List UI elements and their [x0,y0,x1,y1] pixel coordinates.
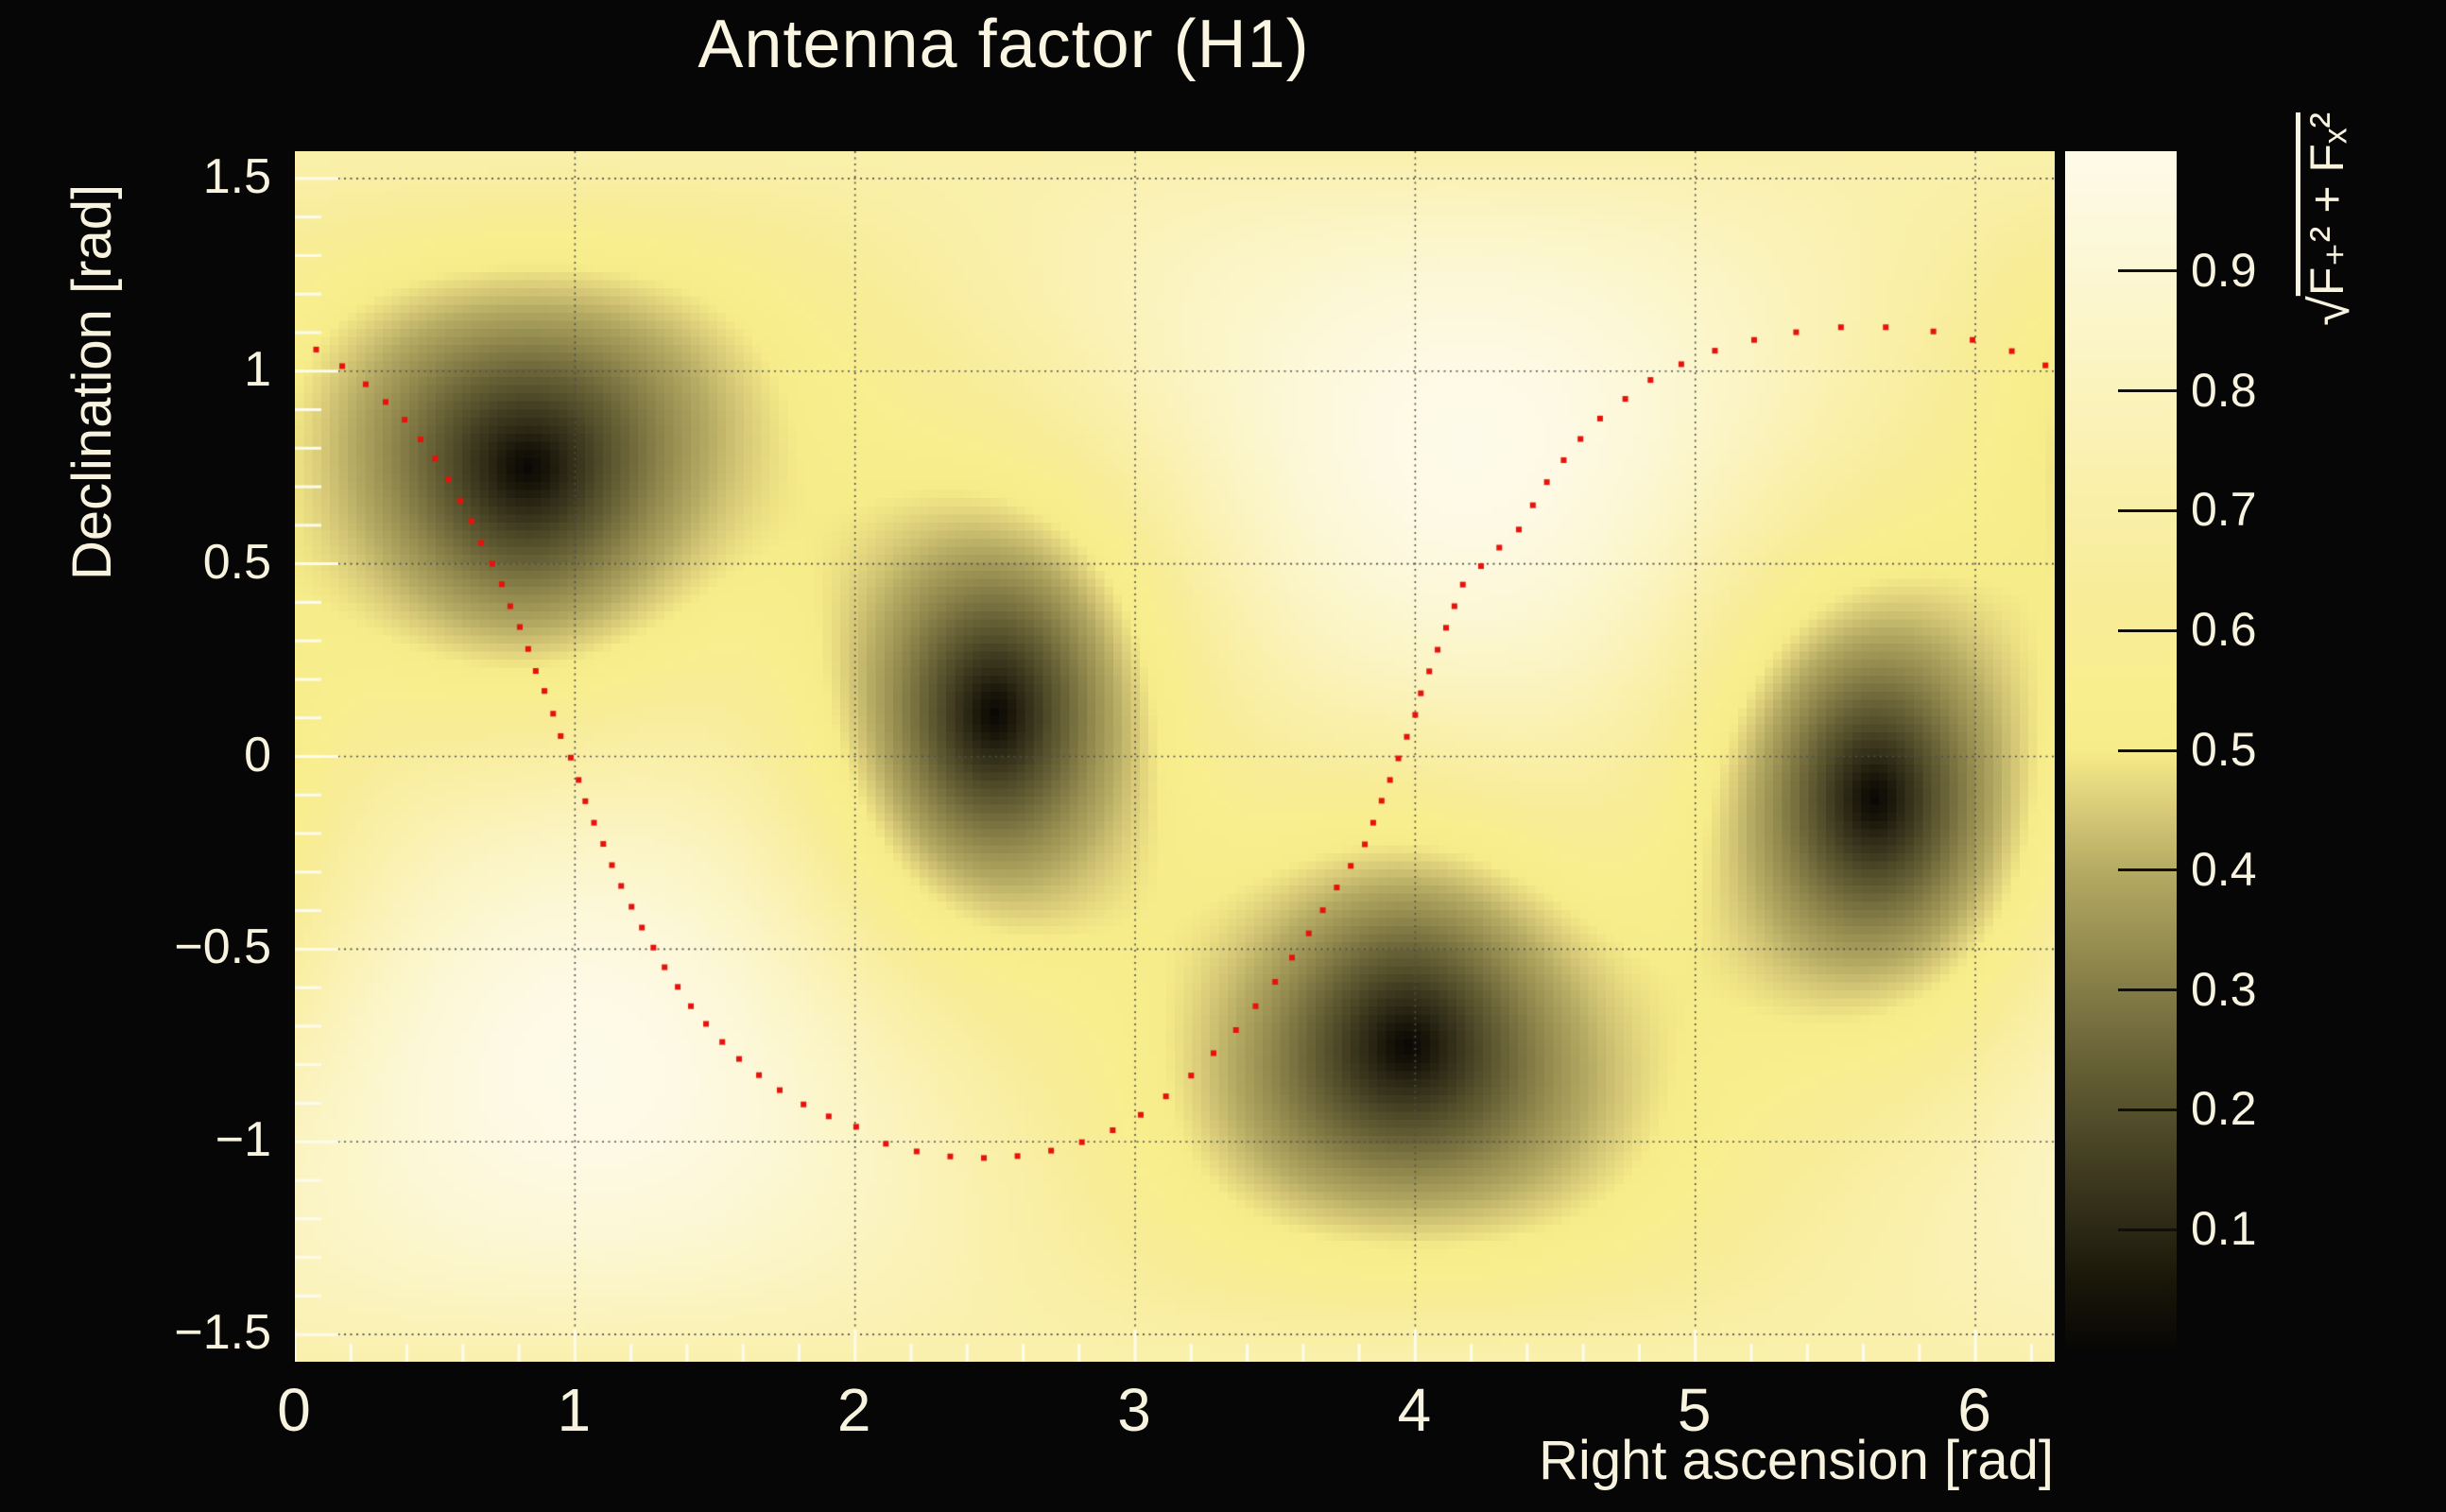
colorbar-tick-label: 0.3 [2191,962,2257,1016]
x-tick-label: 4 [1397,1376,1432,1444]
colorbar-tick-label: 0.8 [2191,363,2257,417]
x-axis-title: Right ascension [rad] [1539,1430,2054,1491]
colorbar-tick [2118,389,2177,393]
y-tick-label: −1 [215,1112,271,1168]
y-tick-label: 1.5 [202,148,271,204]
y-tick-label: −1.5 [174,1304,271,1360]
colorbar-tick [2118,868,2177,872]
plot-area [294,150,2056,1363]
colorbar-tick [2118,628,2177,632]
colorbar-tick-label: 0.5 [2191,722,2257,776]
colorbar-tick-label: 0.4 [2191,842,2257,896]
colorbar [2065,151,2177,1349]
colorbar-axis-title: √F₊² + Fₓ² [2299,112,2362,326]
y-tick-label: 1 [244,341,271,397]
x-tick-label: 6 [1957,1376,1991,1444]
colorbar-tick [2118,1228,2177,1231]
x-tick-label: 3 [1117,1376,1151,1444]
colorbar-tick-label: 0.2 [2191,1082,2257,1136]
colorbar-tick-label: 0.9 [2191,243,2257,297]
colorbar-tick [2118,748,2177,752]
y-tick-label: −0.5 [174,919,271,975]
x-tick-label: 1 [557,1376,592,1444]
y-axis-title: Declination [rad] [61,183,123,580]
colorbar-tick [2118,1108,2177,1111]
x-tick-label: 0 [277,1376,311,1444]
colorbar-tick-label: 0.7 [2191,483,2257,537]
plot-overlay-canvas [295,151,2055,1362]
x-tick-label: 2 [836,1376,871,1444]
colorbar-tick [2118,988,2177,992]
y-tick-label: 0.5 [202,534,271,590]
y-tick-label: 0 [244,727,271,782]
colorbar-tick [2118,269,2177,273]
colorbar-tick-label: 0.1 [2191,1202,2257,1256]
colorbar-axis-expression: F₊² + Fₓ² [2300,112,2353,297]
colorbar-tick [2118,508,2177,512]
x-tick-label: 5 [1677,1376,1712,1444]
chart-title: Antenna factor (H1) [698,7,1310,82]
colorbar-tick-label: 0.6 [2191,603,2257,657]
radical-sign: √ [2300,296,2361,326]
